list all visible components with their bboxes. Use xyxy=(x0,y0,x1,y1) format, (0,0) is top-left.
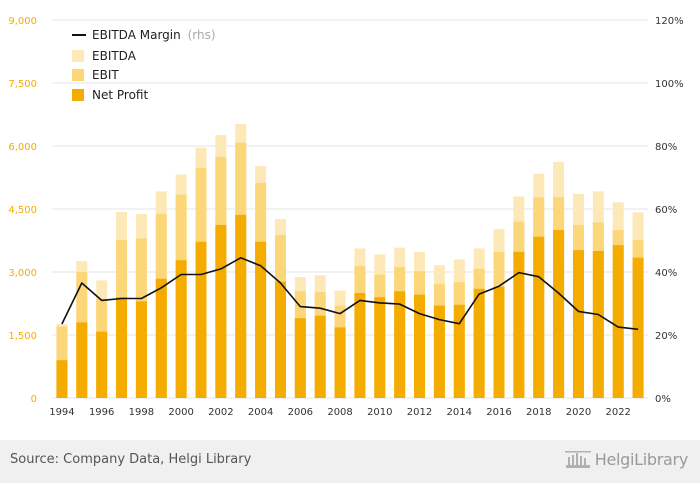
net-profit-bar xyxy=(235,214,247,398)
grid-lines xyxy=(52,19,648,399)
legend-net-profit-label: Net Profit xyxy=(92,88,148,102)
net-profit-bar xyxy=(274,281,286,398)
net-profit-bar xyxy=(56,360,68,398)
net-profit-bar xyxy=(414,294,426,398)
x-axis-tick-label: 2006 xyxy=(288,407,313,418)
chart-svg: 0 1,500 3,000 4,500 6,000 7,500 9,000 0% 20% 40%… xyxy=(8,16,684,418)
net-profit-bar xyxy=(294,318,306,398)
x-axis-tick-label: 2020 xyxy=(566,407,591,418)
x-axis-tick-label: 2010 xyxy=(367,407,392,418)
right-axis-tick-label: 100% xyxy=(655,79,684,90)
left-axis-tick-label: 4,500 xyxy=(8,205,37,216)
left-axis-tick-label: 6,000 xyxy=(8,142,37,153)
net-profit-bar xyxy=(493,286,505,398)
net-profit-bar xyxy=(632,257,644,398)
right-axis-tick-label: 20% xyxy=(655,331,677,342)
x-axis-tick-label: 1996 xyxy=(89,407,114,418)
x-axis-tick-label: 1998 xyxy=(129,407,154,418)
net-profit-bar xyxy=(592,251,604,398)
net-profit-bar xyxy=(453,304,465,398)
x-axis-tick-label: 2002 xyxy=(208,407,233,418)
net-profit-bar xyxy=(175,260,187,398)
library-building-icon xyxy=(564,449,591,469)
left-axis-tick-label: 1,500 xyxy=(8,331,37,342)
legend-rhs-note: (rhs) xyxy=(188,28,216,42)
net-profit-bar xyxy=(96,331,108,398)
net-profit-bar xyxy=(255,241,267,398)
x-axis-tick-label: 2008 xyxy=(327,407,352,418)
margin-line xyxy=(61,256,639,331)
net-profit-bar xyxy=(116,297,128,398)
right-axis-tick-label: 120% xyxy=(655,16,684,27)
right-axis-tick-label: 0% xyxy=(655,394,671,405)
source-note: Source: Company Data, Helgi Library xyxy=(10,452,252,467)
left-axis-tick-label: 3,000 xyxy=(8,268,37,279)
net-profit-bar xyxy=(473,288,485,398)
net-profit-bar xyxy=(612,245,624,398)
right-axis: 0% 20% 40% 60% 80% 100% 120% xyxy=(655,16,684,405)
legend-ebitda-swatch xyxy=(72,50,84,62)
net-profit-bar xyxy=(314,315,326,398)
bars xyxy=(56,124,644,398)
brand-name: HelgiLibrary xyxy=(594,449,689,469)
legend-ebitda-label: EBITDA xyxy=(92,49,137,63)
net-profit-bar xyxy=(433,305,445,398)
net-profit-bar xyxy=(195,241,207,398)
net-profit-bar xyxy=(553,230,565,398)
x-axis-tick-label: 1994 xyxy=(49,407,74,418)
left-axis-tick-label: 9,000 xyxy=(8,16,37,27)
net-profit-bar xyxy=(76,322,88,398)
chart-area: 0 1,500 3,000 4,500 6,000 7,500 9,000 0% 20% 40%… xyxy=(8,16,684,418)
x-axis-tick-label: 2022 xyxy=(605,407,630,418)
net-profit-bar xyxy=(513,251,525,398)
x-axis: 1994 1996 1998 2000 2002 2004 2006 2008 2010 2012… xyxy=(49,407,631,418)
legend-margin-label: EBITDA Margin (rhs) xyxy=(92,28,216,42)
x-axis-tick-label: 2012 xyxy=(407,407,432,418)
legend-ebit-swatch xyxy=(72,69,84,81)
x-axis-tick-label: 2004 xyxy=(248,407,273,418)
brand-logo[interactable]: HelgiLibrary xyxy=(564,449,689,469)
left-axis: 0 1,500 3,000 4,500 6,000 7,500 9,000 xyxy=(8,16,37,405)
net-profit-bar xyxy=(394,291,406,398)
x-axis-tick-label: 2016 xyxy=(486,407,511,418)
legend-ebit-label: EBIT xyxy=(92,68,119,82)
legend-net-profit-swatch xyxy=(72,89,84,101)
x-axis-tick-label: 2014 xyxy=(447,407,472,418)
net-profit-bar xyxy=(334,327,346,398)
right-axis-tick-label: 40% xyxy=(655,268,677,279)
net-profit-bar xyxy=(374,297,386,398)
right-axis-tick-label: 80% xyxy=(655,142,677,153)
footer: Source: Company Data, Helgi Library Helg… xyxy=(0,440,700,483)
net-profit-bar xyxy=(135,301,147,398)
x-axis-tick-label: 2000 xyxy=(168,407,193,418)
right-axis-tick-label: 60% xyxy=(655,205,677,216)
left-axis-tick-label: 7,500 xyxy=(8,79,37,90)
ebitda-margin-line xyxy=(61,256,639,331)
net-profit-bar xyxy=(572,250,584,398)
net-profit-bar xyxy=(354,293,366,398)
legend: EBITDA Margin (rhs) EBITDA EBIT Net Prof… xyxy=(72,28,216,102)
net-profit-bar xyxy=(533,236,545,398)
x-axis-tick-label: 2018 xyxy=(526,407,551,418)
net-profit-bar xyxy=(155,278,167,398)
net-profit-bar xyxy=(215,224,227,398)
left-axis-tick-label: 0 xyxy=(31,394,37,405)
